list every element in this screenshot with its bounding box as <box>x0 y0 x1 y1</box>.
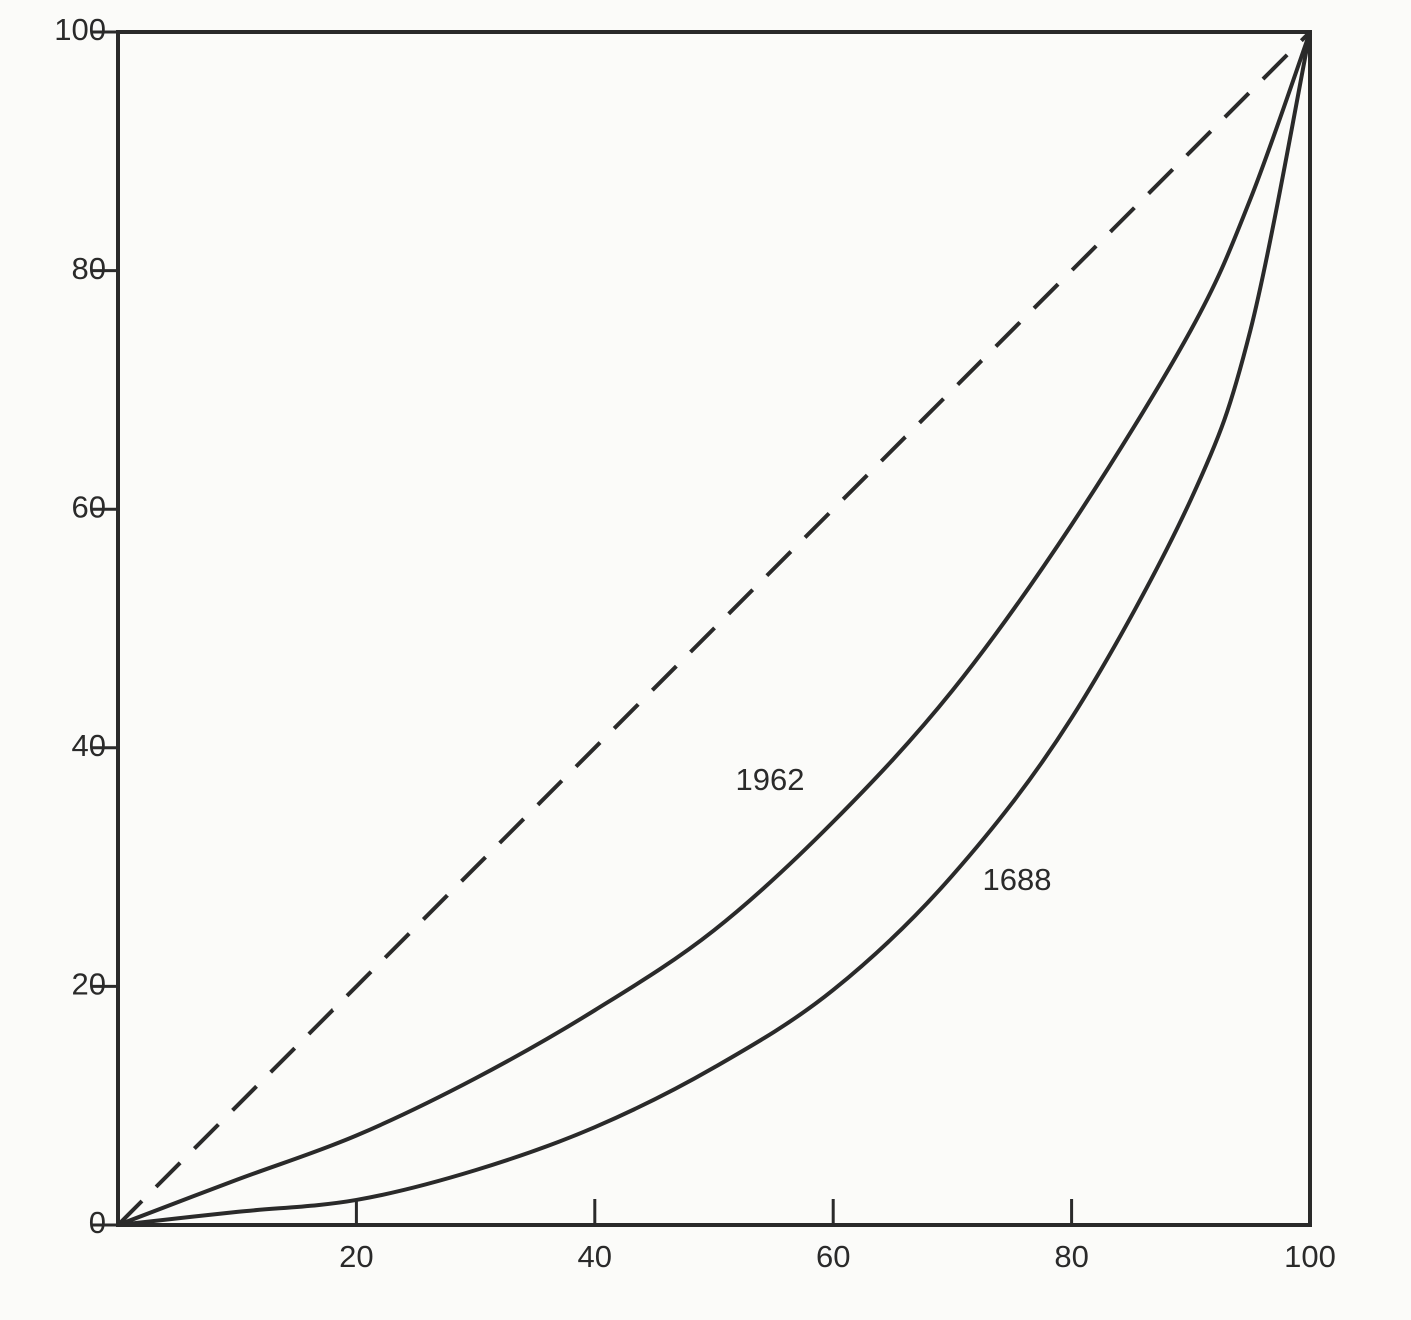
y-tick-label: 0 <box>89 1205 106 1240</box>
x-tick-label: 80 <box>1054 1239 1088 1274</box>
x-tick-label: 40 <box>578 1239 612 1274</box>
y-tick-label: 40 <box>72 728 106 763</box>
x-tick-label: 60 <box>816 1239 850 1274</box>
plot-frame <box>116 30 1312 1227</box>
series-line <box>117 31 1312 1227</box>
y-tick-label: 20 <box>72 967 106 1002</box>
series-line <box>117 31 1312 1227</box>
y-tick-label: 80 <box>72 251 106 286</box>
y-tick-label: 60 <box>72 489 106 524</box>
series-line <box>116 30 1312 1227</box>
x-tick-label: 20 <box>339 1239 373 1274</box>
series-label: 1688 <box>983 862 1052 897</box>
series-label: 1962 <box>736 762 805 797</box>
x-tick-label: 100 <box>1284 1239 1336 1274</box>
y-tick-label: 100 <box>54 12 106 47</box>
